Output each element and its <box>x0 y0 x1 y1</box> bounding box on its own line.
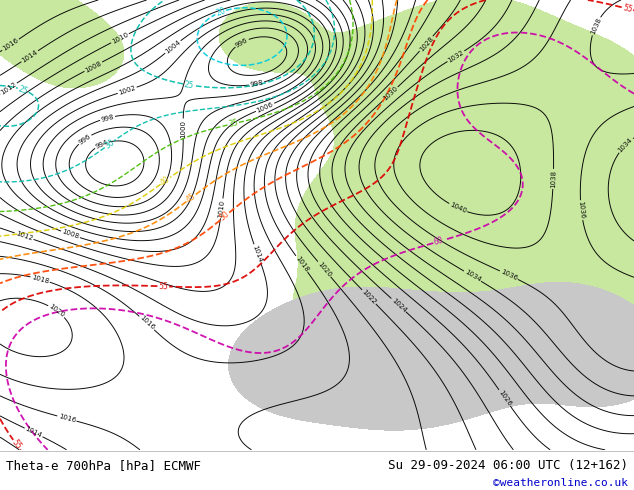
Text: 1018: 1018 <box>294 255 309 273</box>
Text: 1006: 1006 <box>256 101 275 114</box>
Text: 1020: 1020 <box>316 260 332 278</box>
Text: 50: 50 <box>218 210 231 223</box>
Text: 1010: 1010 <box>217 199 226 218</box>
Text: 1018: 1018 <box>31 274 49 285</box>
Text: 1036: 1036 <box>500 269 519 282</box>
Text: 1012: 1012 <box>0 81 18 96</box>
Text: 55: 55 <box>158 282 168 291</box>
Text: 1032: 1032 <box>447 49 465 64</box>
Text: 1034: 1034 <box>617 137 634 153</box>
Text: 25: 25 <box>183 80 194 90</box>
Text: Su 29-09-2024 06:00 UTC (12+162): Su 29-09-2024 06:00 UTC (12+162) <box>387 459 628 471</box>
Text: 1000: 1000 <box>180 120 186 138</box>
Text: 1034: 1034 <box>463 269 482 283</box>
Text: 1028: 1028 <box>418 35 434 52</box>
Text: 60: 60 <box>433 236 445 247</box>
Text: 1014: 1014 <box>24 426 43 439</box>
Text: 1008: 1008 <box>61 229 80 240</box>
Text: 1016: 1016 <box>1 37 20 52</box>
Text: 1002: 1002 <box>118 85 137 96</box>
Text: 1012: 1012 <box>15 230 34 242</box>
Text: 1008: 1008 <box>84 60 103 74</box>
Text: ©weatheronline.co.uk: ©weatheronline.co.uk <box>493 478 628 488</box>
Text: 20: 20 <box>214 6 227 18</box>
Text: 1036: 1036 <box>578 201 585 220</box>
Text: 1024: 1024 <box>390 297 407 313</box>
Text: 1022: 1022 <box>361 289 377 305</box>
Text: 35: 35 <box>228 118 239 129</box>
Text: 40: 40 <box>158 174 172 187</box>
Text: 1004: 1004 <box>164 39 182 55</box>
Text: 996: 996 <box>235 37 249 49</box>
Text: 1016: 1016 <box>58 414 77 424</box>
Text: Theta-e 700hPa [hPa] ECMWF: Theta-e 700hPa [hPa] ECMWF <box>6 459 202 471</box>
Text: 1040: 1040 <box>449 202 467 215</box>
Text: 1026: 1026 <box>497 389 512 407</box>
Text: 1014: 1014 <box>252 244 263 263</box>
Text: 1020: 1020 <box>48 303 66 318</box>
Text: 1016: 1016 <box>138 315 155 331</box>
Text: 994: 994 <box>94 139 109 150</box>
Text: 45: 45 <box>184 192 198 204</box>
Text: 1038: 1038 <box>590 17 602 35</box>
Text: 1010: 1010 <box>111 31 129 45</box>
Text: 1038: 1038 <box>550 170 557 188</box>
Text: 1014: 1014 <box>20 49 39 64</box>
Text: 998: 998 <box>249 79 264 88</box>
Text: 30: 30 <box>103 138 116 150</box>
Text: 1030: 1030 <box>382 85 399 102</box>
Text: 996: 996 <box>77 133 92 146</box>
Text: 998: 998 <box>100 114 115 122</box>
Text: 55: 55 <box>621 3 633 14</box>
Text: 25: 25 <box>17 84 29 96</box>
Text: 55: 55 <box>10 438 23 451</box>
